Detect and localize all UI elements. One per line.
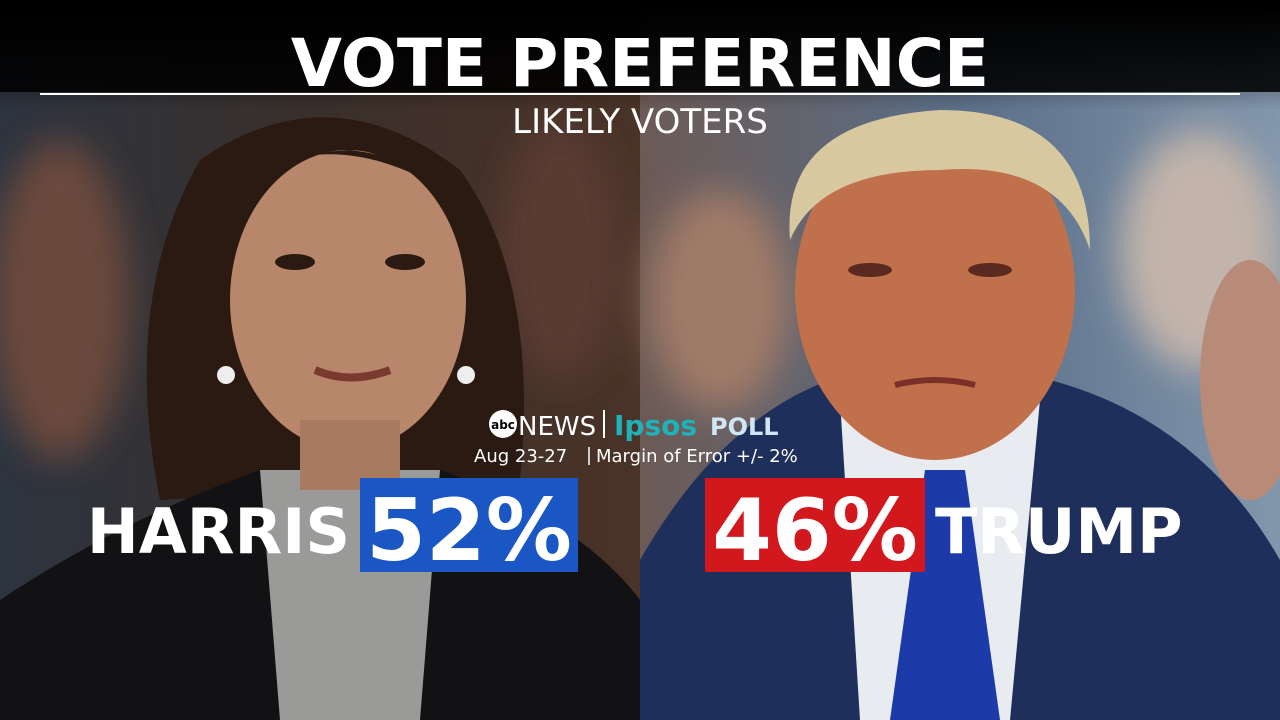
abc-logo-text: abc bbox=[491, 418, 515, 432]
partner-name: Ipsos bbox=[614, 409, 697, 442]
candidate-share: 46% bbox=[712, 481, 918, 581]
harris-photo bbox=[0, 117, 640, 720]
share-box bbox=[360, 478, 578, 572]
candidate-share: 52% bbox=[366, 481, 572, 581]
abc-logo bbox=[489, 410, 517, 438]
poll-label: POLL bbox=[710, 413, 779, 441]
share-box bbox=[705, 478, 925, 572]
candidate-name: HARRIS bbox=[87, 495, 350, 568]
top-band bbox=[0, 0, 1280, 92]
title: VOTE PREFERENCE bbox=[291, 25, 989, 102]
poll-dates: Aug 23-27 bbox=[474, 446, 567, 467]
network-name: NEWS bbox=[518, 412, 596, 442]
margin-of-error: Margin of Error +/- 2% bbox=[596, 446, 798, 467]
subtitle: LIKELY VOTERS bbox=[512, 102, 768, 142]
candidate-name: TRUMP bbox=[935, 495, 1183, 568]
